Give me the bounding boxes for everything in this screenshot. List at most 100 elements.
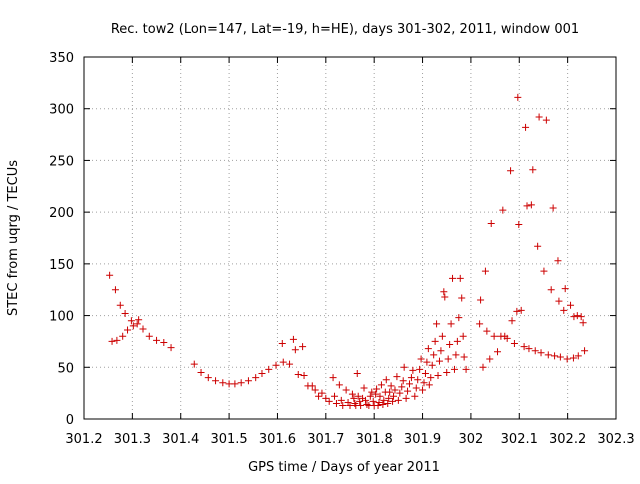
x-tick-label: 302.3 — [597, 432, 634, 447]
data-point — [437, 347, 445, 355]
data-point — [527, 201, 535, 209]
data-point — [416, 365, 424, 373]
data-point — [517, 306, 525, 314]
x-tick-label: 301.5 — [210, 432, 247, 447]
data-point — [389, 397, 397, 405]
data-point — [515, 221, 523, 229]
data-point — [160, 338, 168, 346]
x-tick-label: 301.3 — [114, 432, 151, 447]
data-point — [258, 369, 266, 377]
data-point — [387, 382, 395, 390]
plot-frame — [83, 56, 617, 420]
data-point — [407, 374, 415, 382]
data-point — [135, 316, 143, 324]
data-point — [438, 332, 446, 340]
data-point — [133, 320, 141, 328]
data-point — [537, 349, 545, 357]
data-point — [499, 206, 507, 214]
data-point — [315, 392, 323, 400]
y-tick-label: 250 — [49, 154, 74, 169]
data-point — [447, 320, 455, 328]
data-point — [212, 377, 220, 385]
data-point — [237, 379, 245, 387]
y-tick-label: 350 — [49, 51, 74, 66]
data-point — [373, 385, 381, 393]
data-point — [560, 306, 568, 314]
x-tick-label: 301.2 — [65, 432, 102, 447]
data-point — [405, 380, 413, 388]
x-tick-label: 301.6 — [259, 432, 296, 447]
data-point — [487, 220, 495, 228]
data-point — [556, 353, 564, 361]
data-point — [453, 337, 461, 345]
data-point — [331, 392, 339, 400]
data-point — [369, 397, 377, 405]
data-point — [286, 360, 294, 368]
x-tick-label: 301.7 — [307, 432, 344, 447]
data-point — [219, 379, 227, 387]
data-point — [455, 314, 463, 322]
chart-title: Rec. tow2 (Lon=147, Lat=-19, h=HE), days… — [111, 22, 579, 37]
data-point — [190, 360, 198, 368]
data-point — [337, 396, 345, 404]
data-point — [361, 396, 369, 404]
data-point — [291, 346, 299, 354]
data-point — [374, 402, 382, 410]
data-point — [129, 322, 137, 330]
data-point — [535, 113, 543, 121]
data-point — [479, 363, 487, 371]
data-point — [279, 358, 287, 366]
data-point — [431, 337, 439, 345]
data-point — [544, 351, 552, 359]
data-point — [421, 369, 429, 377]
data-point — [339, 402, 347, 410]
data-point — [449, 274, 457, 282]
data-point — [398, 383, 406, 391]
data-point — [116, 301, 124, 309]
data-point — [379, 401, 387, 409]
data-point — [197, 368, 205, 376]
grid — [84, 57, 616, 419]
data-point — [507, 167, 515, 175]
data-point — [353, 369, 361, 377]
x-tick-label: 301.9 — [404, 432, 441, 447]
y-tick-label: 50 — [57, 361, 74, 376]
data-point — [522, 123, 530, 131]
data-point — [329, 374, 337, 382]
data-point — [384, 399, 392, 407]
data-point — [534, 242, 542, 250]
data-point — [360, 384, 368, 392]
data-point — [111, 286, 119, 294]
data-point — [124, 326, 132, 334]
data-point — [363, 401, 371, 409]
data-point — [278, 339, 286, 347]
data-point — [577, 313, 585, 321]
data-point — [350, 394, 358, 402]
data-point — [394, 396, 402, 404]
data-point — [531, 347, 539, 355]
data-point — [396, 389, 404, 397]
data-point — [204, 374, 212, 382]
data-point — [385, 394, 393, 402]
data-point — [428, 361, 436, 369]
x-tick-label: 302.1 — [501, 432, 538, 447]
data-point — [551, 352, 559, 360]
data-point — [446, 341, 454, 349]
data-point — [452, 351, 460, 359]
data-point — [430, 351, 438, 359]
data-point — [231, 380, 239, 388]
data-point — [424, 345, 432, 353]
data-point — [404, 387, 412, 395]
data-point — [294, 371, 302, 379]
data-point — [549, 204, 557, 212]
data-point — [435, 357, 443, 365]
data-point — [514, 93, 522, 101]
data-point — [540, 267, 548, 275]
data-point — [579, 319, 587, 327]
data-point — [510, 339, 518, 347]
y-tick-label: 0 — [66, 413, 74, 428]
axis-ticks — [83, 56, 617, 420]
data-point — [555, 297, 563, 305]
data-point — [554, 257, 562, 265]
data-point — [244, 377, 252, 385]
